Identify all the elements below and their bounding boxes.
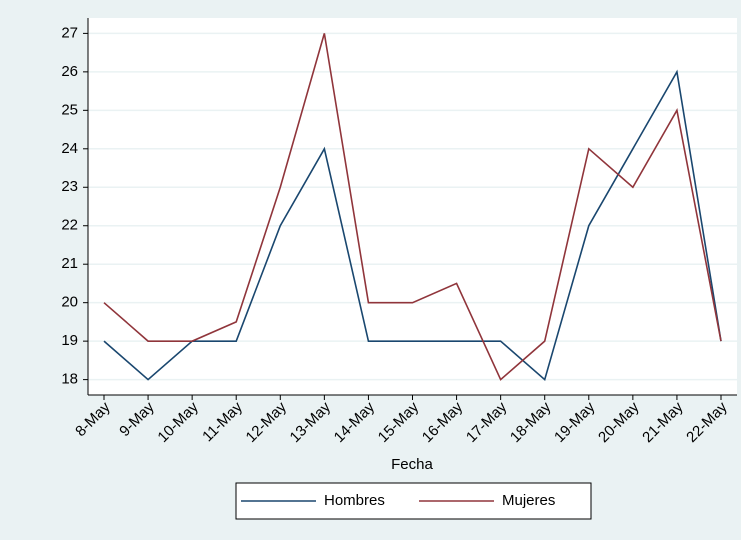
plot-area <box>88 18 737 395</box>
y-tick-label: 23 <box>61 178 78 195</box>
x-axis-title: Fecha <box>391 456 433 473</box>
y-tick-label: 18 <box>61 371 78 388</box>
y-tick-label: 19 <box>61 332 78 349</box>
y-tick-label: 22 <box>61 217 78 234</box>
y-tick-label: 20 <box>61 294 78 311</box>
y-tick-label: 21 <box>61 255 78 272</box>
legend-label: Hombres <box>324 492 385 509</box>
y-tick-label: 24 <box>61 140 78 157</box>
legend-label: Mujeres <box>502 492 555 509</box>
series-line <box>103 33 722 381</box>
y-tick-label: 25 <box>61 101 78 118</box>
y-tick-label: 27 <box>61 24 78 41</box>
y-tick-label: 26 <box>61 63 78 80</box>
